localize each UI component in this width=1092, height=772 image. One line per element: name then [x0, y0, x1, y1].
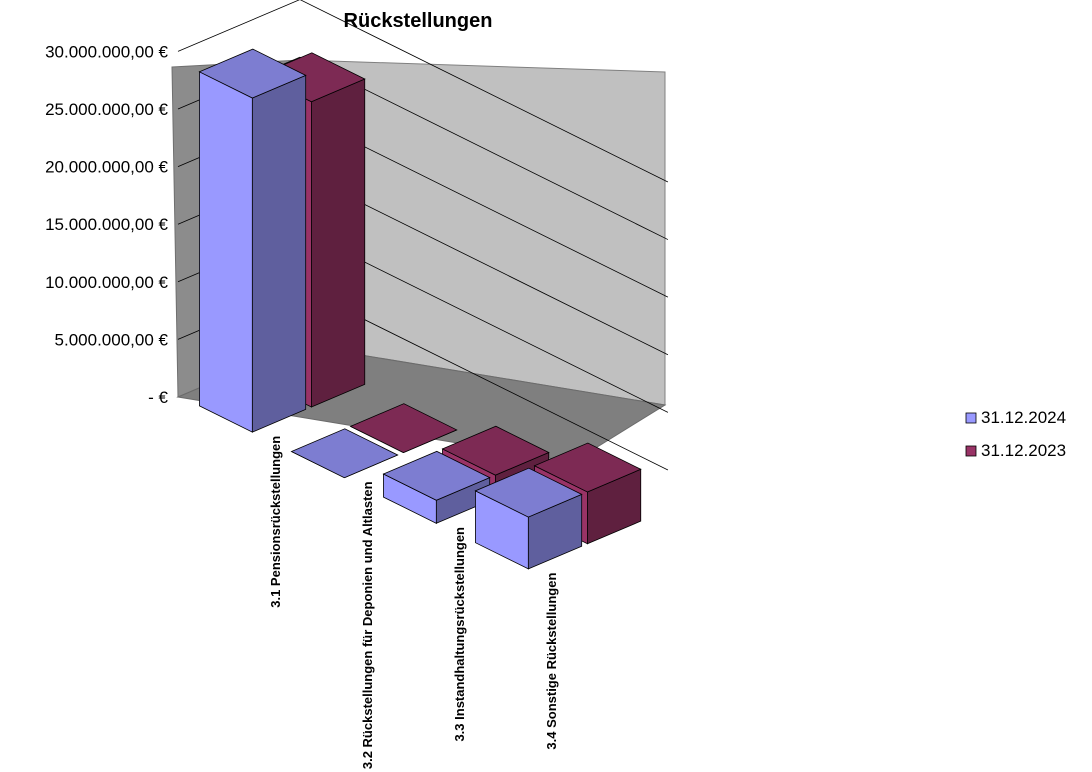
legend-swatch-2024	[965, 412, 977, 424]
bar-31.12.2023-2	[349, 403, 458, 454]
gridline	[177, 0, 669, 183]
y-axis-ticks: 30.000.000,00 € 25.000.000,00 € 20.000.000…	[45, 42, 168, 407]
bar-31.12.2024-1	[198, 48, 307, 433]
y-tick-label: 10.000.000,00 €	[45, 273, 168, 292]
x-category-label: 3.3 Instandhaltungsrückstellungen	[452, 527, 467, 742]
legend: 31.12.2024 31.12.2023	[965, 408, 1066, 460]
x-category-label: 3.2 Rückstellungen für Deponien und Altl…	[360, 481, 375, 769]
legend-label-2024: 31.12.2024	[981, 408, 1066, 427]
y-tick-label: 5.000.000,00 €	[55, 330, 169, 349]
bars	[198, 48, 642, 570]
y-tick-label: 30.000.000,00 €	[45, 42, 168, 61]
bar-31.12.2024-4	[474, 467, 583, 570]
x-category-label: 3.4 Sonstige Rückstellungen	[544, 573, 559, 750]
y-tick-label: 15.000.000,00 €	[45, 215, 168, 234]
chart-title: Rückstellungen	[344, 10, 493, 32]
legend-label-2023: 31.12.2023	[981, 441, 1066, 460]
x-axis-labels: 3.1 Pensionsrückstellungen 3.2 Rückstellu…	[268, 436, 559, 769]
bar-31.12.2024-2	[290, 428, 399, 479]
y-tick-label: - €	[148, 388, 168, 407]
y-tick-label: 20.000.000,00 €	[45, 158, 168, 177]
bar-31.12.2024-3	[382, 450, 491, 524]
x-category-label: 3.1 Pensionsrückstellungen	[268, 436, 283, 608]
legend-swatch-2023	[965, 445, 977, 457]
y-tick-label: 25.000.000,00 €	[45, 100, 168, 119]
